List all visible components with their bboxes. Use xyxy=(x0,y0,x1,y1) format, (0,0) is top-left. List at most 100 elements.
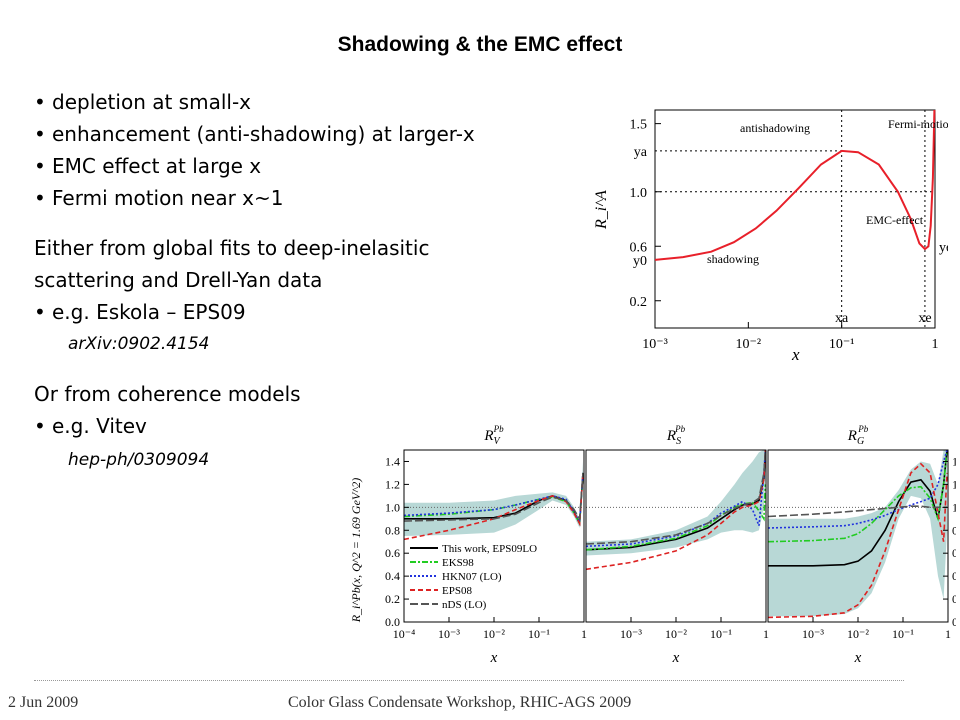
x-tick-label: 10⁻² xyxy=(847,627,869,641)
bullet-eskola: • e.g. Eskola – EPS09 xyxy=(34,296,594,328)
footer-event: Color Glass Condensate Workshop, RHIC-AG… xyxy=(288,694,632,711)
x-tick-label: 10⁻¹ xyxy=(710,627,732,641)
eps09-nuclear-ratios-chart: RVPb 10⁻⁴ 10⁻³ 10⁻² 10⁻¹ 1 x 0.0 0.2 0.4 0.6 0.8 1.0… xyxy=(349,424,956,666)
y-tick-label: 0.4 xyxy=(385,569,400,583)
x-tick-label: 1 xyxy=(763,627,769,641)
x-tick-label: 1 xyxy=(581,627,587,641)
footer-date: 2 Jun 2009 xyxy=(8,694,79,711)
panel: RSPb 10⁻³ 10⁻² 10⁻¹ 1 x xyxy=(585,424,769,666)
panel: RVPb 10⁻⁴ 10⁻³ 10⁻² 10⁻¹ 1 x 0.0 0.2 0.4 0.6 0.8 1.0… xyxy=(385,424,587,666)
x-tick-label: 10⁻³ xyxy=(438,627,460,641)
eskola-reference: arXiv:0902.4154 xyxy=(68,334,210,354)
y-tick-label: 0.2 xyxy=(630,295,648,310)
x-tick-label: 10⁻¹ xyxy=(892,627,914,641)
x-marker-label: xe xyxy=(918,311,931,326)
bullet-text: enhancement (anti-shadowing) at larger-x xyxy=(52,122,475,146)
x-tick-label: 1 xyxy=(945,627,951,641)
series-line xyxy=(585,449,767,571)
axis-label-y: R_i^A xyxy=(593,190,610,230)
y-tick-label: 0.6 xyxy=(385,546,400,560)
panel-title: RVPb xyxy=(483,424,504,447)
bullet-icon: • xyxy=(34,186,46,210)
series-line xyxy=(403,472,584,541)
y-marker-label: ye xyxy=(939,240,948,255)
nuclear-modification-schematic-chart: 0.2 0.6 1.0 1.5 10⁻³ 10⁻² 10⁻¹ 1 y0 ya ye xa xe anti… xyxy=(593,109,948,364)
legend-label: nDS (LO) xyxy=(442,599,487,611)
bullet-icon: • xyxy=(34,90,46,114)
x-tick-label: 10⁻² xyxy=(483,627,505,641)
panel-title: RSPb xyxy=(666,424,686,447)
axis-label-x: x xyxy=(854,650,862,666)
annotation-shadowing: shadowing xyxy=(707,252,759,266)
slide-title: Shadowing & the EMC effect xyxy=(337,33,623,56)
x-tick-label: 10⁻³ xyxy=(642,337,668,352)
uncertainty-band xyxy=(404,461,583,536)
y-tick-label: 1.0 xyxy=(385,500,400,514)
axis-label-y: R_i^Pb(x, Q^2 = 1.69 GeV^2) xyxy=(349,478,363,624)
bullet-text: e.g. Eskola – EPS09 xyxy=(52,300,246,324)
plot-frame xyxy=(654,109,936,329)
x-tick-label: 10⁻² xyxy=(736,337,762,352)
y-tick-label: 0.4 xyxy=(952,569,956,583)
chart-legend: This work, EPS09LO EKS98 HKN07 (LO) EPS08 nD… xyxy=(410,543,537,611)
axis-label-x: x xyxy=(490,650,498,666)
series-line xyxy=(403,472,584,522)
axis-label-x: x xyxy=(791,345,800,364)
y-marker-label: ya xyxy=(634,145,648,160)
y-tick-label: 0.8 xyxy=(952,523,956,537)
y-tick-label: 1.0 xyxy=(952,500,956,514)
y-tick-label: 0.6 xyxy=(630,240,648,255)
series-line xyxy=(767,462,948,619)
series-line-red xyxy=(654,109,936,261)
y-marker-label: y0 xyxy=(633,254,647,269)
y-tick-label: 1.4 xyxy=(952,454,956,468)
uncertainty-band xyxy=(586,450,766,556)
slide-body: • depletion at small-x • enhancement (anti… xyxy=(34,86,594,476)
series-line xyxy=(403,472,584,527)
y-tick-label: 0.0 xyxy=(952,615,956,629)
annotation-emc: EMC-effect xyxy=(866,213,924,227)
bullet-fermi: • Fermi motion near x~1 xyxy=(34,182,594,214)
x-tick-label: 10⁻¹ xyxy=(528,627,550,641)
panel: RGPb 10⁻³ 10⁻² 10⁻¹ 1 x 0.0 0.2 0.4 0.6 0.8 1.0 1.2 1… xyxy=(767,424,956,666)
bullet-depletion: • depletion at small-x xyxy=(34,86,594,118)
y-tick-label: 1.2 xyxy=(385,477,400,491)
y-tick-label: 0.2 xyxy=(952,592,956,606)
bullet-icon: • xyxy=(34,154,46,178)
coherence-line: Or from coherence models xyxy=(34,382,301,406)
y-tick-label: 0.2 xyxy=(385,592,400,606)
y-tick-label: 0.0 xyxy=(385,615,400,629)
x-tick-label: 10⁻⁴ xyxy=(393,627,416,641)
bullet-text: e.g. Vitev xyxy=(52,414,147,438)
series-line xyxy=(767,505,947,518)
x-tick-label: 10⁻² xyxy=(665,627,687,641)
x-tick-label: 10⁻³ xyxy=(620,627,642,641)
uncertainty-band xyxy=(768,450,947,617)
y-tick-label: 1.2 xyxy=(952,477,956,491)
annotation-antishadowing: antishadowing xyxy=(740,121,810,135)
y-tick-label: 1.5 xyxy=(630,118,648,133)
legend-label: This work, EPS09LO xyxy=(442,543,537,555)
y-tick-label: 1.4 xyxy=(385,454,400,468)
panel-title: RGPb xyxy=(847,424,869,447)
footer-divider xyxy=(34,680,904,681)
global-fits-line-1: Either from global fits to deep-inelasit… xyxy=(34,236,430,260)
legend-label: EKS98 xyxy=(442,557,474,569)
vitev-reference: hep-ph/0309094 xyxy=(68,450,210,470)
series-line xyxy=(585,449,767,545)
annotation-fermi: Fermi-motion xyxy=(888,117,948,131)
bullet-emc: • EMC effect at large x xyxy=(34,150,594,182)
x-tick-label: 10⁻³ xyxy=(802,627,824,641)
x-tick-label: 10⁻¹ xyxy=(829,337,855,352)
global-fits-line-2: scattering and Drell-Yan data xyxy=(34,268,323,292)
bullet-text: EMC effect at large x xyxy=(52,154,262,178)
axis-label-x: x xyxy=(672,650,680,666)
bullet-antishadowing: • enhancement (anti-shadowing) at larger-… xyxy=(34,118,594,150)
x-marker-label: xa xyxy=(835,311,849,326)
bullet-icon: • xyxy=(34,122,46,146)
x-tick-label: 1 xyxy=(932,337,939,352)
y-tick-label: 0.8 xyxy=(385,523,400,537)
bullet-text: depletion at small-x xyxy=(52,90,252,114)
y-tick-label: 1.0 xyxy=(630,186,648,201)
plot-frame xyxy=(403,449,585,623)
